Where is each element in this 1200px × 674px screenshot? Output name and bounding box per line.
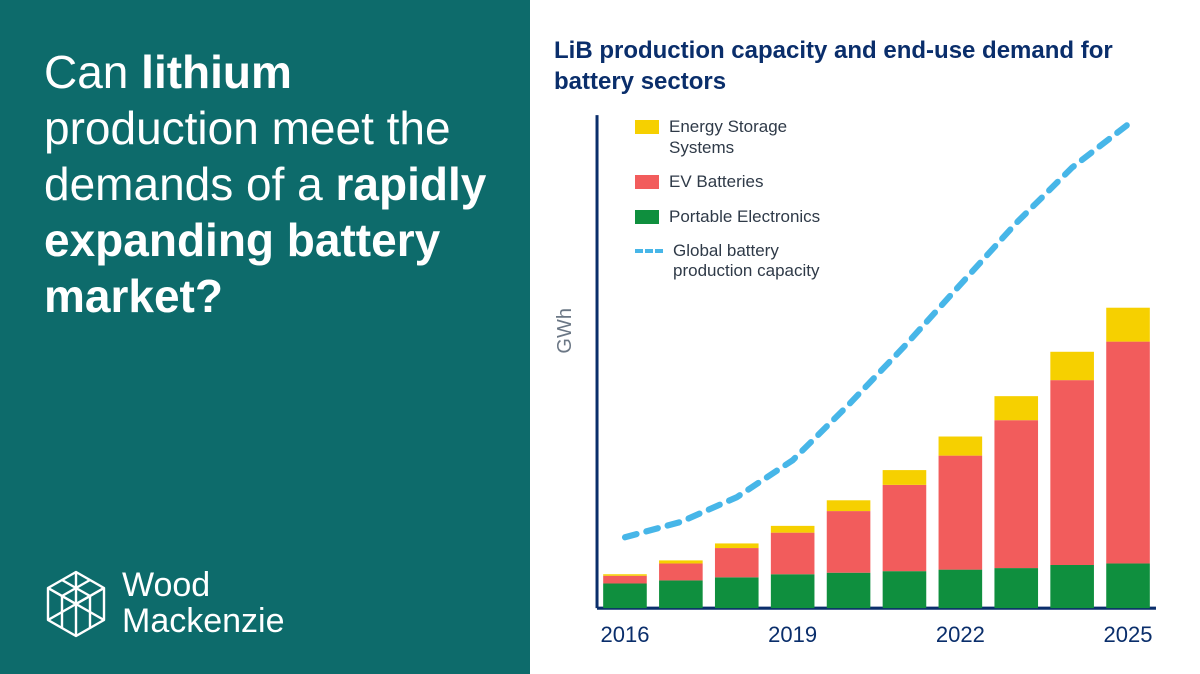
legend-dash-icon <box>635 249 663 263</box>
legend-item: Global battery production capacity <box>635 241 835 282</box>
headline-span: Can <box>44 46 141 98</box>
legend-item: Portable Electronics <box>635 207 835 227</box>
legend-label: EV Batteries <box>669 172 764 192</box>
y-axis-label: GWh <box>554 308 577 354</box>
cube-logo-icon <box>44 568 108 640</box>
chart-title: LiB production capacity and end-use dema… <box>554 36 1164 97</box>
legend-swatch-icon <box>635 210 659 224</box>
headline: Can lithium production meet the demands … <box>44 44 490 325</box>
legend-label: Portable Electronics <box>669 207 820 227</box>
chart-area: GWh Energy Storage Systems EV Batteries Po… <box>554 111 1164 650</box>
legend-item: Energy Storage Systems <box>635 117 835 158</box>
x-tick-label: 2025 <box>1104 622 1153 648</box>
brand-line-1: Wood <box>122 568 285 604</box>
legend-swatch-icon <box>635 175 659 189</box>
legend-item: EV Batteries <box>635 172 835 192</box>
legend-swatch-icon <box>635 120 659 134</box>
legend-label: Energy Storage Systems <box>669 117 835 158</box>
brand-line-2: Mackenzie <box>122 604 285 640</box>
headline-span: lithium <box>141 46 292 98</box>
x-tick-label: 2022 <box>936 622 985 648</box>
plot-area: Energy Storage Systems EV Batteries Portab… <box>583 111 1164 650</box>
legend: Energy Storage Systems EV Batteries Portab… <box>635 117 835 295</box>
brand-block: Wood Mackenzie <box>44 568 490 640</box>
legend-label: Global battery production capacity <box>673 241 835 282</box>
brand-name: Wood Mackenzie <box>122 568 285 639</box>
right-panel: LiB production capacity and end-use dema… <box>530 0 1200 674</box>
x-tick-label: 2016 <box>600 622 649 648</box>
left-panel: Can lithium production meet the demands … <box>0 0 530 674</box>
x-tick-label: 2019 <box>768 622 817 648</box>
x-axis-labels: 2016 2019 2022 2025 <box>583 622 1164 652</box>
